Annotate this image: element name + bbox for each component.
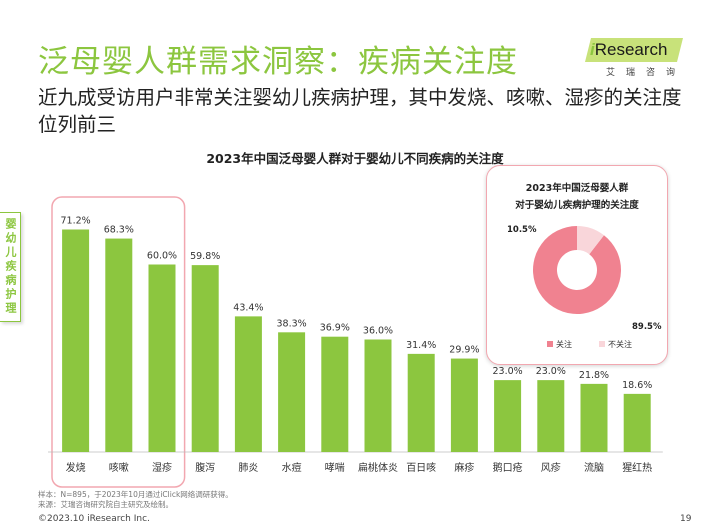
logo-chinese-name: 艾瑞咨询	[606, 68, 687, 78]
legend-swatch	[547, 341, 553, 347]
donut-slice-label: 89.5%	[632, 322, 662, 332]
bar-value-label: 43.4%	[233, 302, 263, 313]
footnote-source: 来源：艾瑞咨询研究院自主研究及绘制。	[38, 500, 173, 509]
bar-value-label: 23.0%	[536, 366, 566, 377]
bar-value-label: 29.9%	[449, 345, 479, 356]
bar	[148, 264, 176, 452]
legend-label: 不关注	[608, 339, 632, 349]
bar	[407, 353, 435, 452]
bar	[105, 238, 133, 452]
category-tick-label: 百日咳	[406, 461, 436, 474]
bar-value-label: 21.8%	[579, 370, 609, 381]
donut-chart: 89.5% 10.5% 关注 不关注	[507, 225, 662, 349]
category-tick-label: 哮喘	[325, 461, 345, 474]
bar-value-label: 36.0%	[363, 326, 393, 337]
bar-value-label: 23.0%	[493, 366, 523, 377]
legend-swatch	[599, 341, 605, 347]
category-tick-label: 猩红热	[622, 461, 652, 474]
category-tick-label: 麻疹	[454, 461, 474, 474]
bar-value-label: 18.6%	[622, 380, 652, 391]
bar-value-label: 38.3%	[277, 318, 307, 329]
bar	[494, 380, 522, 452]
legend-label: 关注	[556, 339, 572, 349]
page-number: 19	[680, 514, 692, 524]
logo-wordmark: iResearch	[590, 40, 668, 59]
donut-slice-label: 10.5%	[507, 225, 537, 235]
bar	[278, 332, 306, 452]
bar-value-label: 60.0%	[147, 251, 177, 262]
category-tick-label: 鹅口疮	[493, 461, 523, 474]
category-tick-label: 湿疹	[152, 461, 172, 474]
category-tick-label: 发烧	[66, 461, 86, 474]
bar	[580, 383, 608, 452]
footnote: 样本：N=895，于2023年10月通过iClick网络调研获得。 来源：艾瑞咨…	[38, 490, 233, 510]
top-three-highlight-box	[51, 196, 186, 488]
bar	[537, 380, 565, 452]
donut-chart-title: 2023年中国泛母婴人群 对于婴幼儿疾病护理的关注度	[515, 183, 639, 211]
bar	[623, 393, 651, 452]
footnote-sample: 样本：N=895，于2023年10月通过iClick网络调研获得。	[38, 490, 233, 499]
bar-value-label: 31.4%	[406, 340, 436, 351]
bar	[364, 339, 392, 452]
category-tick-label: 咳嗽	[109, 461, 129, 474]
category-tick-label: 肺炎	[238, 462, 258, 474]
copyright: ©2023.10 iResearch Inc.	[38, 514, 150, 524]
bar-value-label: 68.3%	[104, 225, 134, 236]
donut-slice	[577, 226, 604, 255]
category-tick-label: 风疹	[541, 461, 561, 474]
bar	[234, 316, 262, 452]
side-category-tag: 婴幼儿疾病护理	[0, 212, 21, 322]
bar-value-label: 71.2%	[61, 216, 91, 227]
category-tick-label: 水痘	[282, 461, 302, 474]
bar	[191, 265, 219, 452]
inset-donut-panel: 2023年中国泛母婴人群 对于婴幼儿疾病护理的关注度 89.5% 10.5% 关注 不…	[486, 165, 668, 365]
page-title: 泛母婴人群需求洞察：疾病关注度	[38, 44, 518, 80]
category-tick-label: 腹泻	[195, 461, 215, 474]
bar-value-label: 36.9%	[320, 323, 350, 334]
category-tick-label: 流脑	[584, 461, 604, 474]
iresearch-logo: iResearch 艾瑞咨询	[585, 38, 688, 78]
bar-chart-title: 2023年中国泛母婴人群对于婴幼儿不同疾病的关注度	[206, 151, 504, 166]
bar	[321, 336, 349, 452]
category-tick-label: 扁桃体炎	[358, 461, 398, 474]
donut-slice	[533, 226, 621, 314]
bar	[62, 229, 90, 452]
bar	[450, 358, 478, 452]
bar-value-label: 59.8%	[190, 251, 220, 262]
page-subtitle: 近九成受访用户非常关注婴幼儿疾病护理，其中发烧、咳嗽、湿疹的关注度位列前三	[38, 86, 682, 136]
